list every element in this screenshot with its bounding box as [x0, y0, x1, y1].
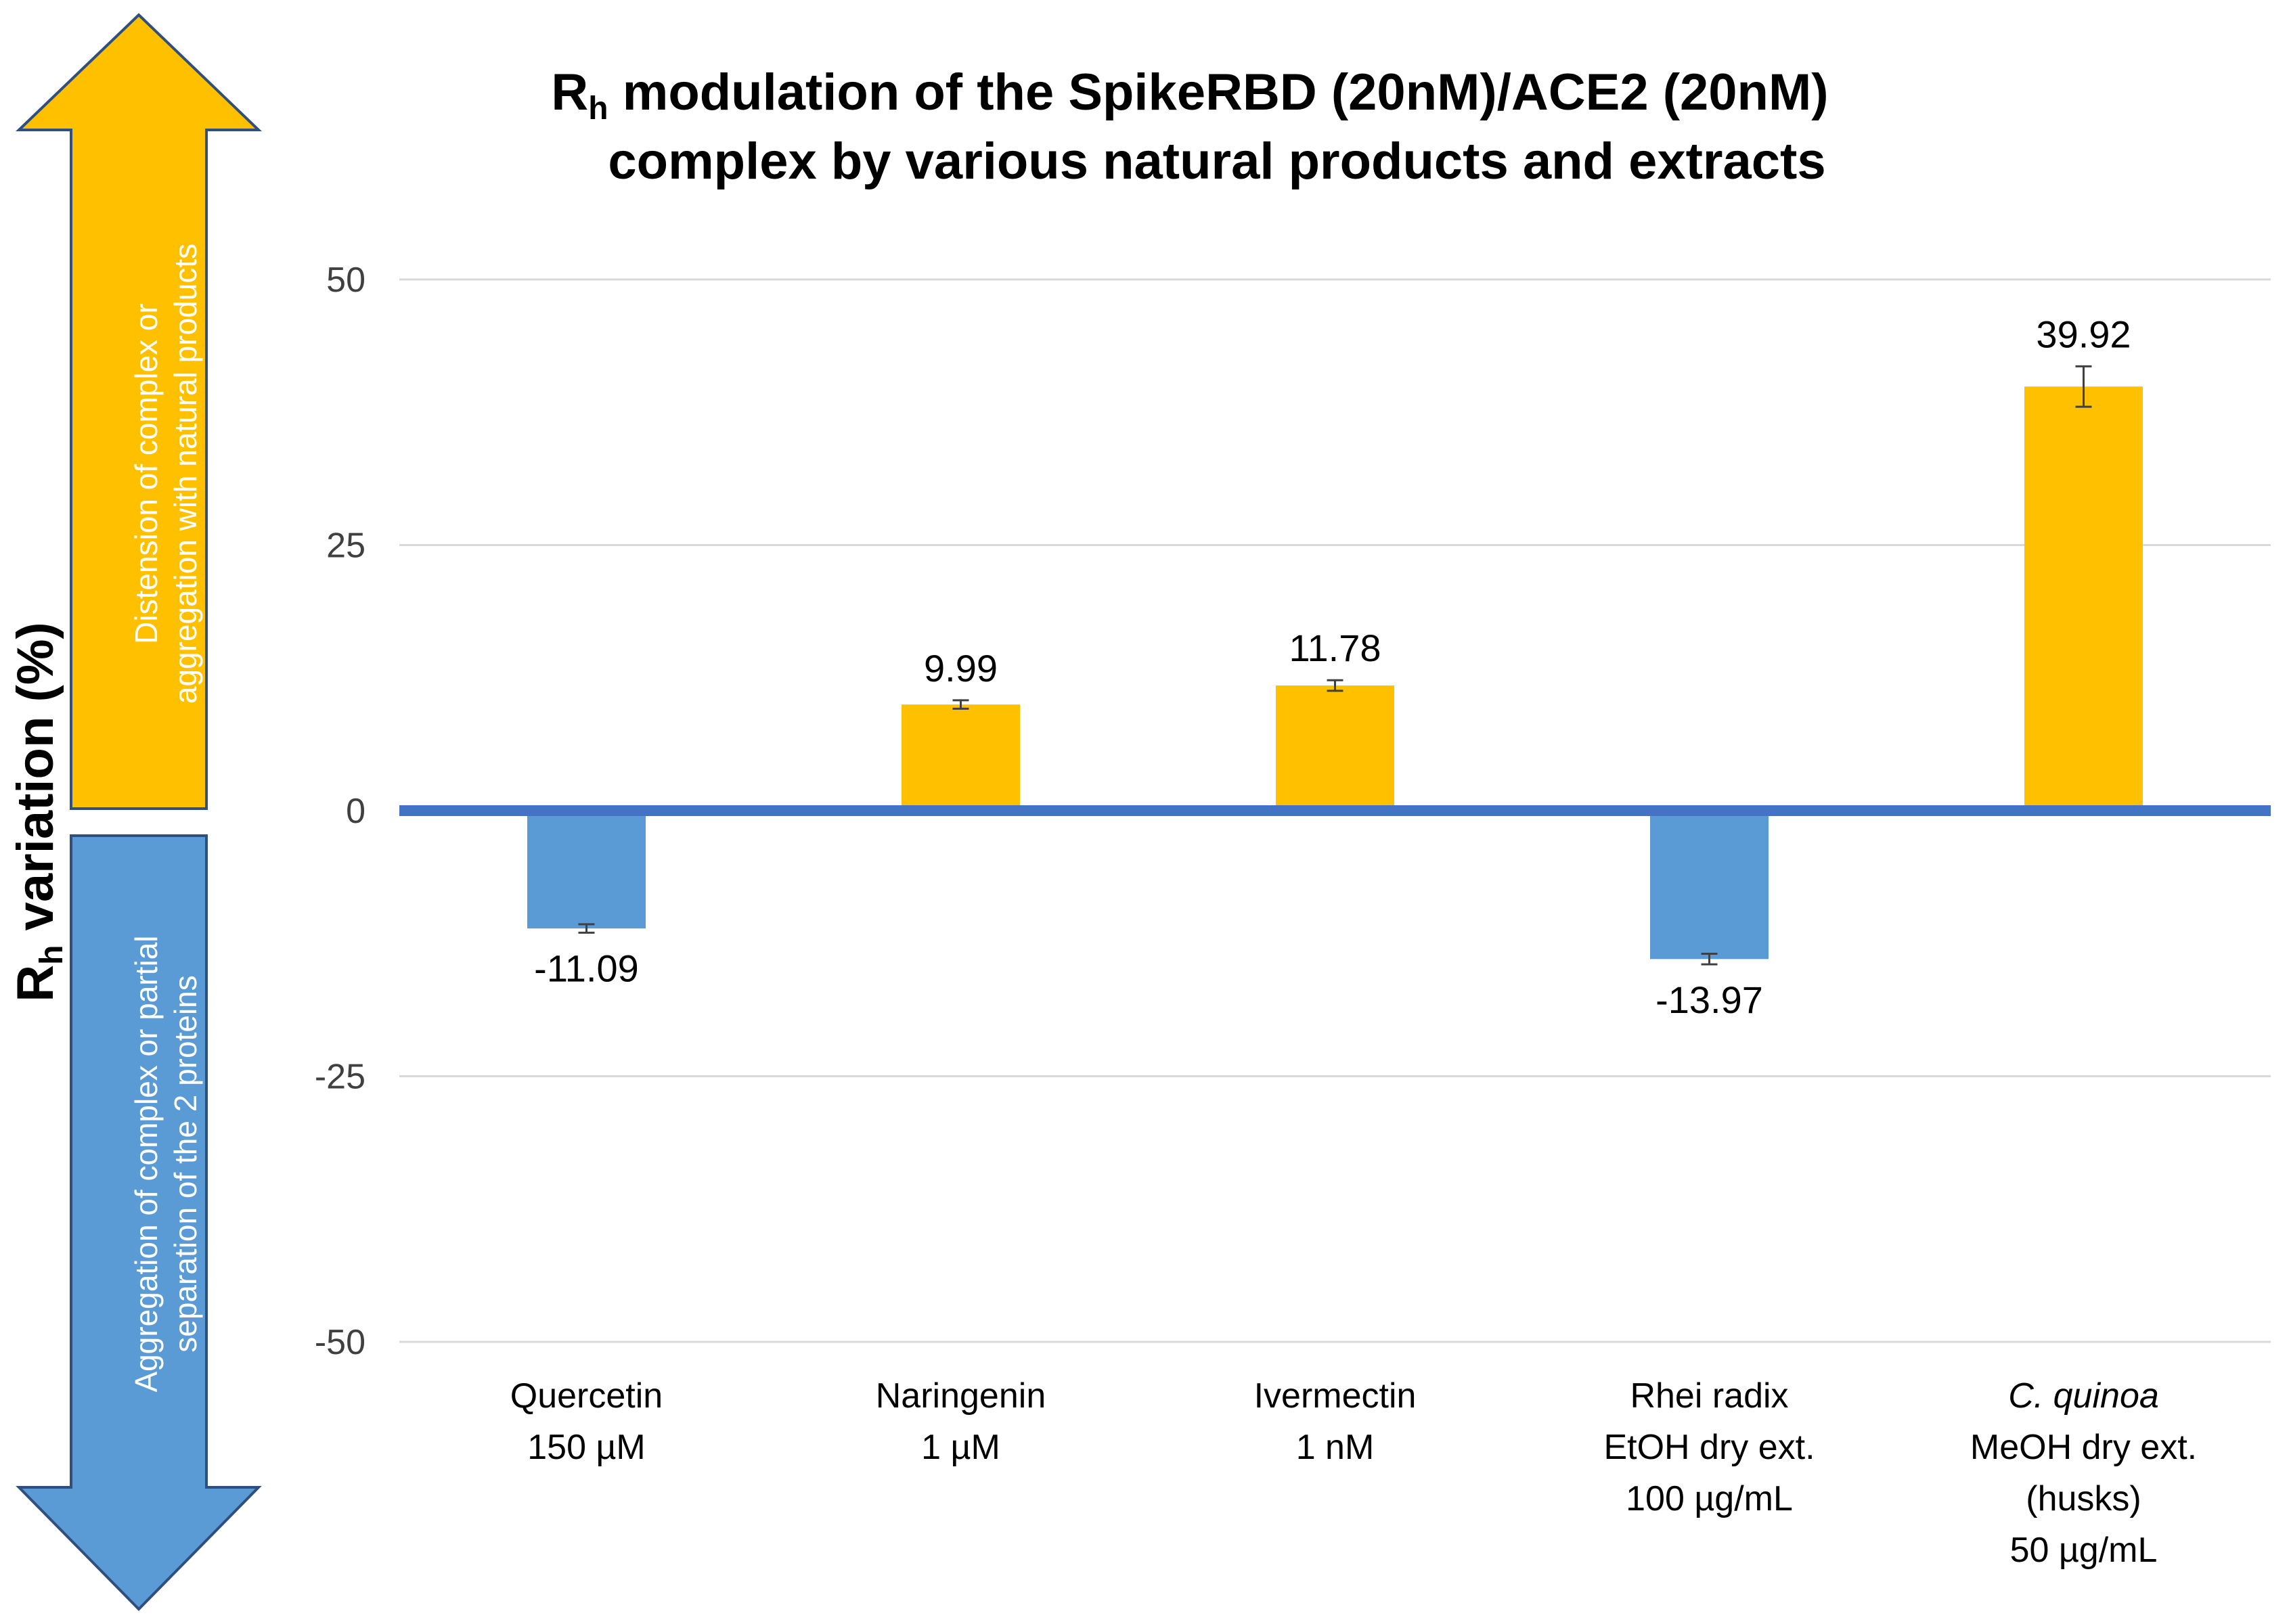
chart-title-line1: Rh modulation of the SpikeRBD (20nM)/ACE…: [551, 64, 1828, 127]
y-tick-label: -25: [315, 1058, 365, 1097]
bar: [902, 704, 1020, 811]
arrow-down-text-line1: Aggregation of complex or partial: [129, 935, 164, 1392]
data-label: 11.78: [1289, 627, 1381, 669]
y-tick-label: 25: [326, 526, 365, 566]
data-label: 9.99: [924, 647, 998, 690]
x-tick-label: EtOH dry ext.: [1603, 1428, 1815, 1467]
data-label: 39.92: [2036, 313, 2131, 355]
plot-area: 50 25 0 -25 -50 -11.09 Quercetin 150 µM 9.99 Nari…: [315, 261, 2271, 1570]
x-tick-label: Naringenin: [876, 1376, 1046, 1416]
bar: [1276, 685, 1394, 811]
x-tick-label: 100 µg/mL: [1626, 1479, 1793, 1518]
x-tick-label: Quercetin: [510, 1376, 663, 1416]
y-tick-label: -50: [315, 1323, 365, 1362]
x-tick-label: (husks): [2026, 1479, 2141, 1518]
side-arrow-up: Distension of complex or aggregation wit…: [16, 13, 262, 810]
bar: [1650, 811, 1769, 960]
x-tick-label: 150 µM: [527, 1428, 645, 1467]
data-label: -11.09: [534, 947, 639, 989]
x-tick-label: Ivermectin: [1254, 1376, 1417, 1416]
arrow-down-text-line2: separation of the 2 proteins: [168, 975, 203, 1352]
arrow-up-text-line1: Distension of complex or: [129, 303, 164, 644]
chart-title: Rh modulation of the SpikeRBD (20nM)/ACE…: [551, 64, 1828, 190]
x-tick-label: 1 µM: [921, 1428, 1000, 1467]
bar: [527, 811, 646, 929]
y-tick-label: 0: [346, 792, 365, 831]
y-tick-label: 50: [326, 261, 365, 300]
arrow-down-shape: [16, 834, 262, 1611]
chart-title-line2: complex by various natural products and …: [608, 133, 1825, 190]
y-axis-label: Rh variation (%): [7, 622, 70, 1001]
x-tick-label: C. quinoa: [2008, 1376, 2159, 1416]
data-label: -13.97: [1655, 978, 1763, 1021]
x-tick-label: 50 µg/mL: [2010, 1531, 2158, 1570]
side-arrow-down: Aggregation of complex or partial separa…: [16, 834, 262, 1611]
x-tick-label: 1 nM: [1296, 1428, 1375, 1467]
arrow-up-shape: [16, 13, 262, 810]
x-tick-label: Rhei radix: [1630, 1376, 1788, 1416]
x-tick-label: MeOH dry ext.: [1970, 1428, 2197, 1467]
arrow-up-text-line2: aggregation with natural products: [168, 244, 203, 704]
bar: [2024, 386, 2143, 811]
